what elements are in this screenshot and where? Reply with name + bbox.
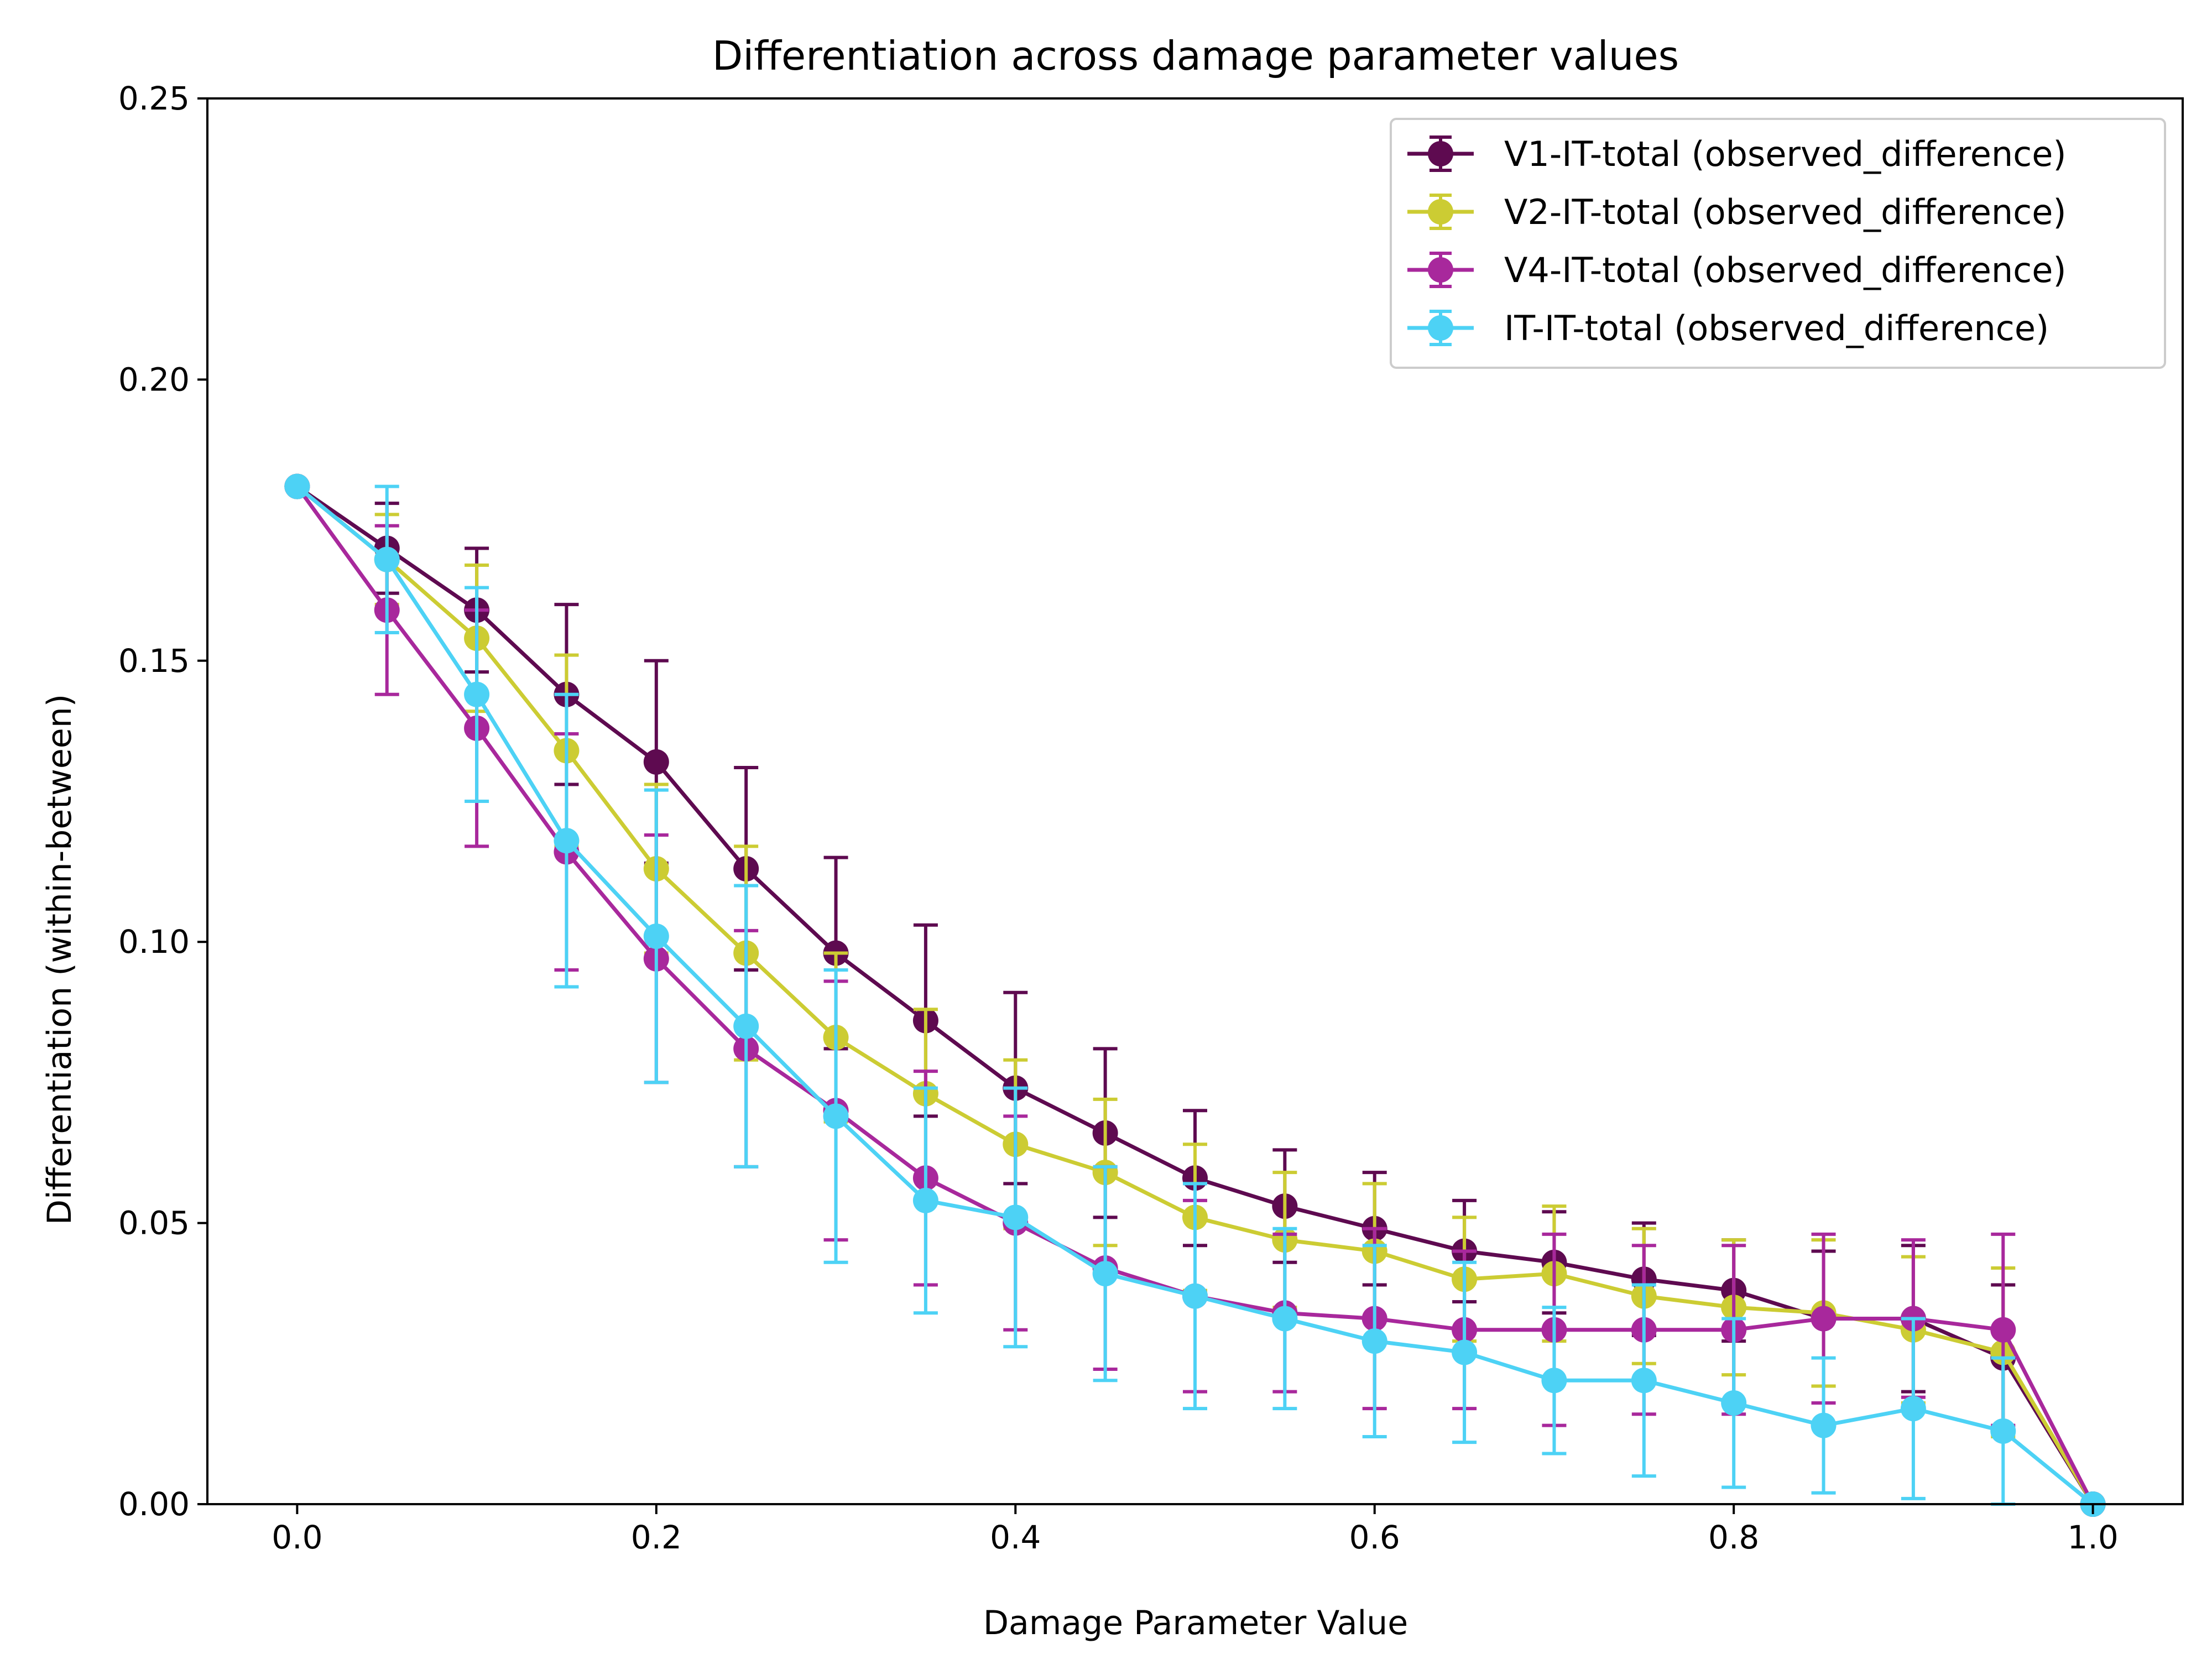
legend-label: V4-IT-total (observed_difference) <box>1504 250 2067 290</box>
x-tick-label: 0.0 <box>272 1519 322 1556</box>
legend: V1-IT-total (observed_difference) V2-IT-t… <box>1390 118 2166 369</box>
data-point <box>1990 1317 2016 1343</box>
data-point <box>1452 1339 1478 1365</box>
data-point <box>554 828 580 854</box>
data-point <box>733 1013 759 1039</box>
plot-frame <box>206 97 2184 1505</box>
y-tick-label: 0.10 <box>118 923 190 961</box>
legend-label: IT-IT-total (observed_difference) <box>1504 308 2049 348</box>
legend-marker <box>1428 199 1453 225</box>
data-point <box>464 681 490 707</box>
data-point <box>1272 1306 1298 1332</box>
x-tick-label: 0.8 <box>1708 1519 1759 1556</box>
legend-item: V2-IT-total (observed_difference) <box>1407 192 2067 232</box>
data-point <box>1003 1204 1029 1230</box>
data-point <box>1541 1368 1567 1394</box>
chart-title: Differentiation across damage parameter … <box>712 33 1679 79</box>
y-tick-label: 0.15 <box>118 642 190 680</box>
data-point <box>284 473 310 499</box>
legend-label: V1-IT-total (observed_difference) <box>1504 134 2067 174</box>
legend-marker <box>1428 141 1453 166</box>
data-point <box>1631 1368 1657 1394</box>
series-layer <box>284 473 2106 1517</box>
legend-item: IT-IT-total (observed_difference) <box>1407 308 2049 348</box>
plot-area: 0.0 0.2 0.4 0.6 0.8 1.0 0.00 0.05 0.10 0.15 0.20 0.… <box>118 80 2184 1556</box>
legend-item: V4-IT-total (observed_difference) <box>1407 250 2067 290</box>
legend-marker <box>1428 315 1453 341</box>
data-point <box>912 1187 938 1213</box>
data-point <box>643 924 669 950</box>
y-tick-label: 0.20 <box>118 361 190 398</box>
series-4 <box>284 473 2106 1517</box>
data-point <box>374 546 400 572</box>
legend-item: V1-IT-total (observed_difference) <box>1407 134 2067 174</box>
data-point <box>1092 1261 1118 1287</box>
axis-layer: 0.0 0.2 0.4 0.6 0.8 1.0 0.00 0.05 0.10 0.15 0.20 0.… <box>118 80 2184 1556</box>
data-point <box>643 749 669 775</box>
x-tick-label: 0.6 <box>1349 1519 1400 1556</box>
x-tick-label: 0.4 <box>990 1519 1041 1556</box>
legend-box <box>1390 118 2166 369</box>
y-axis-label: Differentiation (within-between) <box>40 694 79 1225</box>
x-tick-label: 1.0 <box>2068 1519 2119 1556</box>
legend-marker <box>1428 257 1453 283</box>
data-point <box>1811 1306 1837 1332</box>
y-tick-label: 0.00 <box>118 1485 190 1523</box>
data-point <box>823 1103 849 1129</box>
legend-label: V2-IT-total (observed_difference) <box>1504 192 2067 232</box>
x-tick-label: 0.2 <box>631 1519 682 1556</box>
data-point <box>1811 1412 1837 1438</box>
data-point <box>1990 1418 2016 1444</box>
x-axis-label: Damage Parameter Value <box>983 1604 1408 1642</box>
data-point <box>1721 1390 1747 1416</box>
y-tick-label: 0.25 <box>118 80 190 117</box>
data-point <box>1900 1396 1926 1422</box>
data-point <box>1361 1328 1387 1354</box>
y-tick-label: 0.05 <box>118 1204 190 1242</box>
data-point <box>1182 1283 1208 1309</box>
